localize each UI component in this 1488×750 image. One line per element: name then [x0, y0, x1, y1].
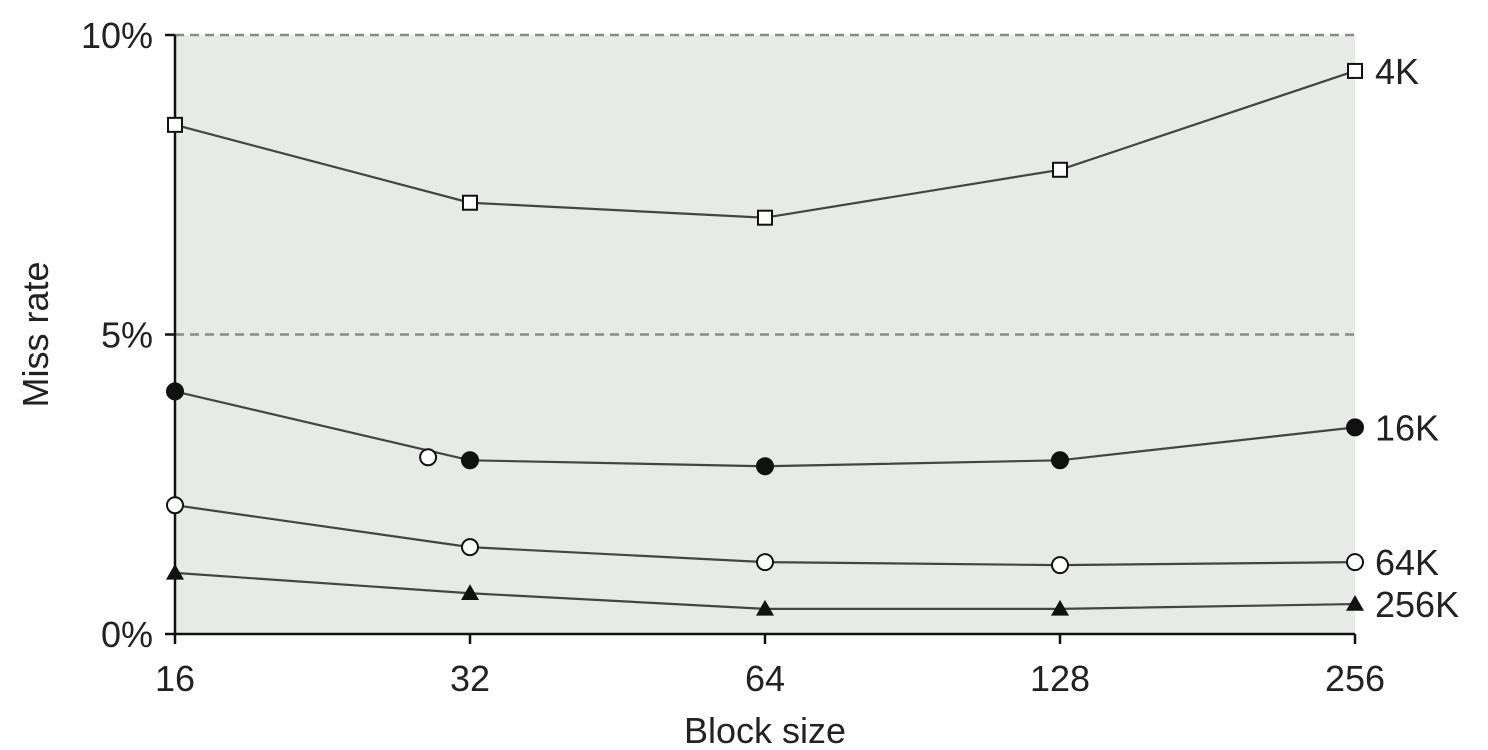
grid-lines [175, 33, 1355, 336]
data-point [756, 457, 774, 476]
x-tick-label: 256 [1325, 658, 1385, 699]
data-point [461, 538, 479, 557]
data-point [461, 451, 479, 470]
data-point [1346, 418, 1364, 437]
y-tick-label: 5% [101, 315, 153, 356]
extra-data-point [419, 448, 438, 467]
series-label: 64K [1375, 542, 1439, 583]
y-tick-label: 10% [81, 15, 153, 56]
x-tick-label: 64 [745, 658, 785, 699]
data-point [1051, 451, 1069, 470]
y-tick-label: 0% [101, 614, 153, 655]
data-point [1346, 595, 1364, 611]
series-label: 4K [1375, 51, 1419, 92]
data-point [461, 584, 479, 601]
data-point [462, 194, 478, 211]
data-point [1347, 62, 1363, 79]
data-point [166, 496, 184, 515]
series-label: 256K [1375, 584, 1459, 625]
series-label: 16K [1375, 407, 1439, 448]
series-markers [166, 62, 1364, 616]
x-tick-label: 128 [1030, 658, 1090, 699]
data-point [167, 116, 183, 133]
data-point [757, 209, 773, 226]
data-point [166, 563, 184, 580]
data-point [1051, 599, 1069, 616]
data-point [166, 382, 184, 401]
data-point [756, 553, 774, 572]
data-point [1051, 556, 1069, 575]
data-point [1346, 553, 1364, 572]
x-tick-label: 32 [450, 658, 490, 699]
axes [165, 33, 1357, 644]
x-axis-title: Block size [684, 710, 846, 750]
data-point [1052, 161, 1068, 178]
data-point [756, 599, 774, 616]
x-tick-label: 16 [155, 658, 195, 699]
y-axis-title: Miss rate [15, 261, 56, 407]
